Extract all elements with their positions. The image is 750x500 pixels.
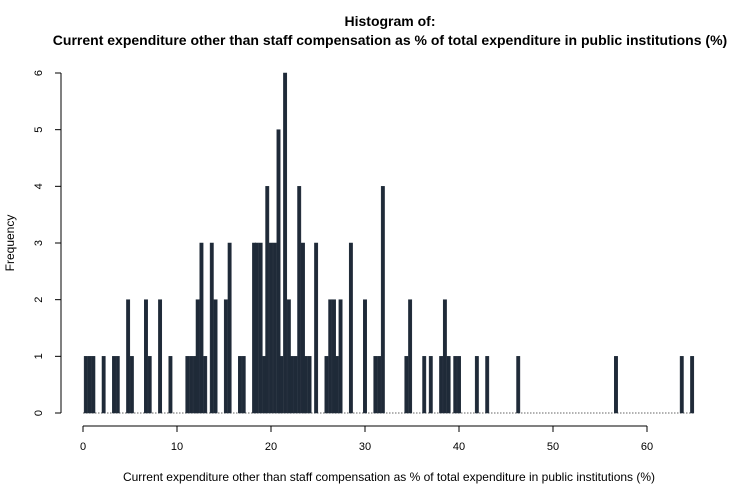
histogram-bar	[209, 242, 214, 414]
y-tick-label: 3	[33, 240, 45, 246]
y-axis-label: Frequency	[3, 215, 17, 272]
histogram-bar	[269, 242, 273, 414]
histogram-bar	[348, 242, 353, 414]
histogram-bar	[516, 356, 521, 414]
x-tick-label: 60	[641, 441, 653, 453]
plot-area	[83, 72, 695, 414]
histogram-bar	[485, 356, 490, 414]
x-tick-label: 20	[265, 441, 277, 453]
y-tick-label: 4	[33, 183, 45, 189]
histogram-bar	[265, 186, 270, 414]
histogram-bar	[238, 356, 242, 414]
histogram-bar	[289, 356, 294, 414]
x-tick-label: 50	[547, 441, 559, 453]
histogram-bar	[457, 356, 461, 414]
y-tick-label: 6	[33, 70, 45, 76]
chart-title-line-2: Current expenditure other than staff com…	[53, 32, 727, 48]
histogram-bar	[276, 129, 281, 414]
histogram-bar	[115, 356, 120, 414]
histogram-bar	[422, 356, 427, 414]
histogram-bar	[301, 242, 305, 414]
y-tick-label: 0	[33, 410, 45, 416]
histogram-bar	[185, 356, 190, 414]
histogram-bar	[293, 356, 298, 414]
histogram-bar	[158, 299, 163, 414]
histogram-bar	[373, 356, 378, 414]
histogram-bar	[87, 356, 92, 414]
histogram-bar	[380, 186, 385, 414]
histogram-bar	[297, 186, 302, 414]
histogram-bar	[129, 356, 134, 414]
histogram-bar	[408, 299, 413, 414]
histogram-bar	[283, 72, 288, 414]
histogram-bar	[203, 356, 208, 414]
histogram-bar	[189, 356, 194, 414]
histogram-bar	[428, 356, 433, 414]
histogram-bar	[404, 356, 409, 414]
histogram-bar	[112, 356, 116, 414]
histogram-bar	[377, 356, 382, 414]
histogram-bar	[303, 356, 308, 414]
histogram-bar	[254, 242, 259, 414]
histogram-bar	[258, 242, 263, 414]
x-axis-label: Current expenditure other than staff com…	[123, 470, 655, 484]
histogram-bar	[307, 356, 312, 414]
histogram-bar	[168, 356, 173, 414]
histogram-bar	[338, 299, 343, 414]
x-tick-label: 10	[171, 441, 183, 453]
histogram-bar	[363, 299, 367, 414]
histogram-bar	[241, 356, 246, 414]
histogram-bar	[147, 356, 152, 414]
x-tick-label: 40	[453, 441, 465, 453]
histogram-bar	[91, 356, 96, 414]
histogram-bar	[126, 299, 131, 414]
histogram-bar	[453, 356, 458, 414]
chart-title-line-1: Histogram of:	[345, 13, 436, 29]
histogram-bar	[446, 356, 451, 414]
y-axis-ticks: 0 1 2 3 4 5 6	[33, 70, 61, 416]
histogram-bar	[324, 356, 329, 414]
histogram-bar	[328, 299, 333, 414]
x-tick-label: 0	[80, 441, 86, 453]
histogram-bar	[334, 356, 339, 414]
histogram-bar	[213, 299, 218, 414]
y-tick-label: 2	[33, 297, 45, 303]
histogram-bar	[272, 242, 277, 414]
histogram-bar	[474, 356, 479, 414]
histogram-bar	[199, 242, 204, 414]
histogram-bar	[314, 242, 319, 414]
x-axis-ticks: 0 10 20 30 40 50 60	[80, 426, 653, 453]
histogram-bar	[614, 356, 618, 414]
histogram-bar	[279, 356, 284, 414]
histogram-bar	[101, 356, 106, 414]
y-tick-label: 1	[33, 353, 45, 359]
histogram-bar	[83, 356, 88, 414]
histogram-bar	[439, 356, 444, 414]
histogram-bar	[690, 356, 695, 414]
histogram-bar	[144, 299, 148, 414]
histogram-bar	[442, 299, 447, 414]
x-tick-label: 30	[359, 441, 371, 453]
histogram-bar	[679, 356, 684, 414]
y-tick-label: 5	[33, 127, 45, 133]
histogram-bar	[223, 299, 228, 414]
histogram-bar	[227, 242, 232, 414]
histogram-bar	[195, 299, 200, 414]
